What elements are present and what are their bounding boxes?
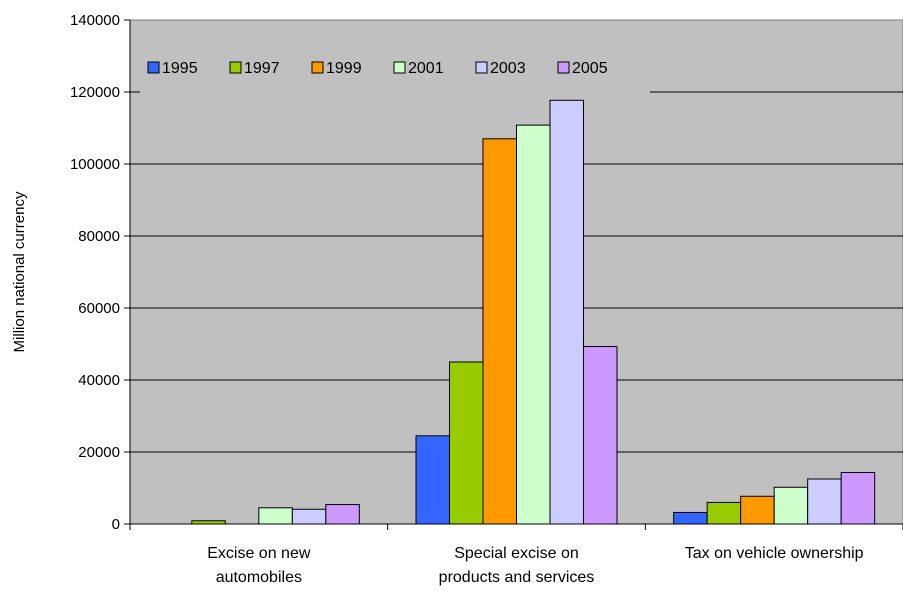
legend-swatch-2005: [557, 61, 570, 74]
legend-label-2003: 2003: [490, 60, 526, 77]
bar-2005-cat2: [840, 472, 876, 525]
x-category-label: products and services: [439, 569, 595, 586]
bar-1995-cat1: [415, 435, 450, 525]
bar-1999-cat1: [482, 138, 517, 525]
bar-2005-cat0: [325, 504, 360, 525]
bar-2003-cat1: [549, 99, 584, 525]
x-category-label: Tax on vehicle ownership: [685, 545, 864, 562]
legend-label-1995: 1995: [162, 60, 198, 77]
bar-1997-cat1: [449, 361, 484, 525]
bar-1999-cat2: [740, 495, 775, 525]
y-tick-label: 60000: [78, 300, 120, 317]
bar-2001-cat1: [516, 124, 551, 525]
legend-swatch-1995: [147, 61, 160, 74]
x-category-labels: Excise on new automobiles Special excise o…: [207, 545, 863, 586]
x-category-label: Special excise on: [454, 545, 579, 562]
axes: [124, 19, 903, 530]
legend-swatch-1997: [229, 61, 242, 74]
bar-2005-cat1: [583, 346, 618, 525]
legend: 1995 1997 1999 2001 2003 2005: [140, 50, 650, 94]
bar-1995-cat2: [673, 511, 708, 525]
y-tick-labels: 0 20000 40000 60000 80000 100000 120000 140000: [70, 12, 120, 533]
legend-label-1997: 1997: [244, 60, 280, 77]
bar-2001-cat2: [773, 486, 809, 525]
legend-label-2001: 2001: [408, 60, 444, 77]
bar-2001-cat0: [258, 507, 293, 525]
y-axis-title: Million national currency: [11, 191, 28, 352]
y-tick-label: 100000: [70, 156, 120, 173]
x-category-label: automobiles: [216, 569, 302, 586]
legend-swatch-2001: [393, 61, 406, 74]
legend-swatch-2003: [475, 61, 488, 74]
y-tick-label: 80000: [78, 228, 120, 245]
legend-label-1999: 1999: [326, 60, 362, 77]
bar-1997-cat2: [706, 501, 742, 525]
y-tick-label: 120000: [70, 84, 120, 101]
y-tick-label: 0: [112, 516, 120, 533]
y-tick-label: 140000: [70, 12, 120, 29]
bars: [191, 99, 876, 525]
y-tick-label: 40000: [78, 372, 120, 389]
bar-2003-cat0: [291, 508, 327, 525]
x-category-label: Excise on new: [207, 545, 311, 562]
legend-swatch-1999: [311, 61, 324, 74]
bar-2003-cat2: [807, 478, 842, 525]
legend-label-2005: 2005: [572, 60, 608, 77]
y-tick-label: 20000: [78, 444, 120, 461]
